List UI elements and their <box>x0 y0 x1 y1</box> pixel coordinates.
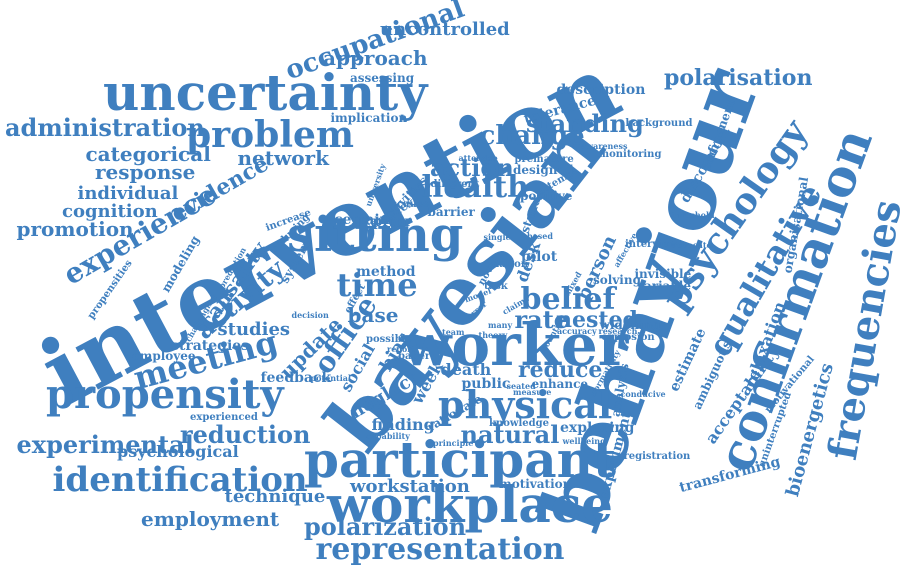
word-time: time <box>336 266 418 304</box>
word-workplace: workplace <box>327 475 613 534</box>
word-nested: nested <box>556 307 638 333</box>
word-based: based <box>527 231 553 241</box>
word-decision: decision <box>291 310 329 320</box>
word-experienced: experienced <box>190 412 258 423</box>
word-belief: belief <box>520 282 616 317</box>
word-enhance: enhance <box>531 377 589 391</box>
word-public: public <box>461 376 511 392</box>
word-implication: implication <box>330 111 408 125</box>
word-finding: finding <box>371 415 435 434</box>
word-potential: potential <box>310 373 352 383</box>
word-report: report <box>387 344 416 354</box>
word-response: response <box>95 160 196 184</box>
word-research: research <box>598 326 638 336</box>
word-action: action <box>430 153 514 182</box>
word-participant: participant <box>304 430 617 489</box>
word-natural: natural <box>460 420 560 449</box>
word-workstation: workstation <box>350 476 470 497</box>
word-explosion: explosion <box>601 332 655 343</box>
word-possible: possible <box>366 334 412 345</box>
word-attendee: attendee <box>458 153 498 163</box>
word-invisible: invisible <box>634 267 692 281</box>
word-worker: worker <box>401 311 629 379</box>
word-method: method <box>356 264 416 280</box>
word-interview: interview <box>625 239 677 250</box>
word-employee: employee <box>132 349 196 363</box>
word-cognition: cognition <box>62 201 158 222</box>
word-widening: widening <box>599 318 661 332</box>
word-psychological: psychological <box>117 442 239 461</box>
word-exploring: exploring <box>560 420 635 436</box>
word-cause: cause <box>397 199 429 210</box>
word-change: change <box>479 121 585 151</box>
word-nation: nation <box>492 259 529 270</box>
word-single: single <box>483 232 511 242</box>
word-physical: physical <box>438 382 613 427</box>
word-capability: capability <box>366 431 410 441</box>
word-experimental: experimental <box>16 430 194 459</box>
word-certain: certain <box>334 212 390 228</box>
word-background: background <box>625 118 693 129</box>
word-awareness: awareness <box>581 141 628 151</box>
word-problem: problem <box>186 114 354 156</box>
word-polarisation: polarisation <box>664 65 813 91</box>
word-reduction: reduction <box>180 420 311 449</box>
word-many: many <box>488 320 513 330</box>
word-employment: employment <box>141 507 280 531</box>
word-standing: standing <box>526 109 644 138</box>
word-individual: individual <box>77 183 179 204</box>
word-positive: positive <box>520 189 573 203</box>
word-studies: studies <box>217 319 291 340</box>
word-feedback: feedback <box>260 370 332 386</box>
word-threshold: threshold <box>671 210 715 220</box>
word-promotion: promotion <box>16 217 134 241</box>
word-technique: technique <box>224 486 326 507</box>
word-rate: rate <box>514 305 570 334</box>
word-uncertainty: uncertainty <box>103 63 428 122</box>
word-motivation: motivation <box>499 477 572 491</box>
word-different: different <box>430 179 480 190</box>
word-base: base <box>347 303 399 327</box>
word-health: health <box>421 170 529 205</box>
word-theory: theory <box>478 330 508 340</box>
word-death: death <box>440 360 492 379</box>
word-knowledge: knowledge <box>489 418 549 429</box>
word-network: network <box>237 146 329 170</box>
word-registration: registration <box>623 451 691 462</box>
word-categorical: categorical <box>85 142 211 166</box>
word-representation: representation <box>315 532 565 567</box>
word-polarization: polarization <box>304 512 467 541</box>
word-uncontrolled: uncontrolled <box>380 19 510 40</box>
word-approach: approach <box>323 46 428 70</box>
word-paper: paper <box>398 351 431 362</box>
word-barrier: barrier <box>427 205 475 219</box>
word-advocate: advocate <box>672 240 712 250</box>
word-measure: measure <box>513 387 552 397</box>
word-assessing: assessing <box>350 71 415 85</box>
word-accuracy: accuracy <box>557 326 597 336</box>
word-sitting: sitting <box>287 207 464 263</box>
word-solving: solving <box>593 273 641 287</box>
word-designed: designed <box>513 163 574 177</box>
word-reduce: reduce <box>518 357 603 383</box>
word-team: team <box>442 327 465 337</box>
word-identification: identification <box>52 460 308 500</box>
word-strategies: strategies <box>171 338 250 354</box>
word-premature: premature <box>514 154 574 165</box>
word-monitoring: monitoring <box>598 149 662 160</box>
word-task: task <box>484 281 508 292</box>
word-propensity: propensity <box>46 371 284 418</box>
word-pilot: pilot <box>521 249 558 265</box>
word-description: description <box>556 82 646 98</box>
word-prior: prior <box>372 214 412 230</box>
word-seated: seated <box>506 381 536 391</box>
word-variable: variable <box>637 279 691 293</box>
word-conducive: conducive <box>620 389 666 399</box>
word-principle: principle <box>433 438 474 448</box>
word-wellbeing: wellbeing <box>562 436 606 446</box>
word-administration: administration <box>5 113 205 142</box>
